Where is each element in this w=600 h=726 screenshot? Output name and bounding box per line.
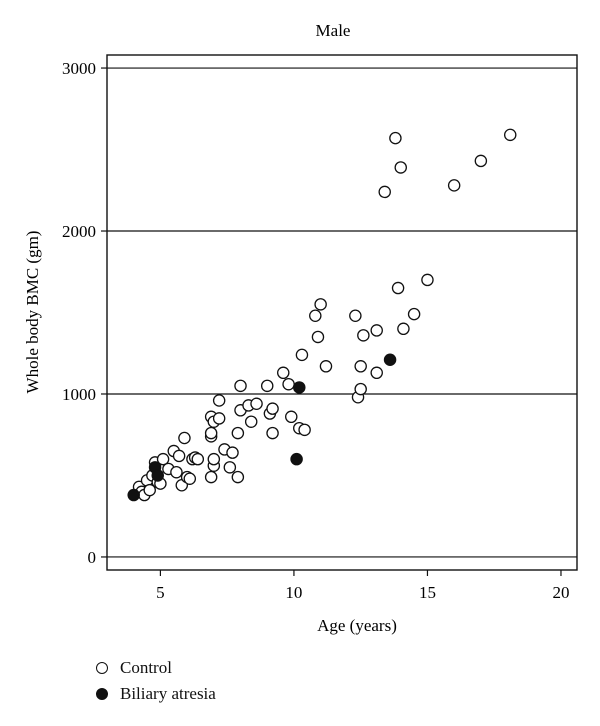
- legend-label-biliary-atresia: Biliary atresia: [120, 684, 216, 703]
- control-point: [354, 360, 367, 373]
- y-axis-label: Whole body BMC (gm): [23, 231, 42, 394]
- control-point: [447, 179, 461, 192]
- control-point: [226, 446, 239, 459]
- data-points: [127, 128, 517, 502]
- control-point: [295, 348, 309, 362]
- control-point: [391, 281, 405, 295]
- control-point: [172, 449, 186, 463]
- control-point: [298, 423, 311, 437]
- control-point: [244, 415, 258, 428]
- y-tick-label: 2000: [62, 222, 96, 241]
- control-point: [354, 382, 367, 396]
- y-tick-label: 1000: [62, 385, 96, 404]
- control-point: [285, 410, 298, 424]
- control-point: [212, 412, 226, 425]
- y-tick-label: 3000: [62, 59, 96, 78]
- control-point: [212, 394, 226, 407]
- biliary-atresia-point: [293, 381, 306, 394]
- control-point: [397, 322, 410, 336]
- control-point: [503, 128, 517, 142]
- biliary-atresia-point: [127, 488, 140, 502]
- control-point: [250, 397, 263, 411]
- legend-label-control: Control: [120, 658, 172, 677]
- control-point: [421, 273, 434, 287]
- plot-area: [106, 54, 578, 571]
- control-point: [389, 131, 402, 145]
- y-tick-label: 0: [88, 548, 97, 567]
- control-point: [207, 452, 221, 466]
- control-point: [319, 360, 333, 373]
- legend: Control Biliary atresia: [96, 655, 216, 707]
- control-point: [311, 330, 325, 344]
- biliary-atresia-point: [151, 469, 164, 482]
- control-point: [143, 483, 156, 497]
- control-point: [370, 324, 383, 337]
- control-point: [156, 452, 170, 466]
- x-axis-label: Age (years): [317, 616, 397, 635]
- control-point: [178, 431, 191, 445]
- control-point: [223, 461, 237, 474]
- filled-circle-icon: [96, 688, 108, 700]
- control-point: [260, 379, 274, 393]
- legend-item-biliary-atresia: Biliary atresia: [96, 681, 216, 707]
- control-point: [349, 309, 362, 323]
- biliary-atresia-point: [383, 353, 397, 367]
- control-point: [314, 298, 327, 311]
- control-point: [183, 472, 197, 485]
- control-point: [394, 161, 407, 174]
- control-point: [204, 470, 218, 484]
- control-point: [370, 366, 383, 380]
- gridlines: [107, 67, 577, 558]
- control-point: [191, 452, 205, 466]
- x-tick-label: 5: [156, 583, 165, 602]
- x-tick-label: 15: [419, 583, 436, 602]
- control-point: [407, 307, 421, 321]
- control-point: [309, 309, 322, 323]
- control-point: [266, 426, 279, 440]
- control-point: [231, 426, 245, 440]
- biliary-atresia-point: [290, 452, 303, 466]
- chart-title: Male: [316, 21, 351, 40]
- control-point: [282, 377, 295, 391]
- control-point: [170, 465, 183, 479]
- axis-ticks: 0 1000 2000 3000 5 10 15 20: [62, 59, 569, 602]
- control-point: [234, 379, 247, 393]
- x-tick-label: 10: [285, 583, 302, 602]
- control-point: [204, 426, 218, 440]
- open-circle-icon: [96, 662, 108, 674]
- x-tick-label: 20: [552, 583, 569, 602]
- control-point: [266, 402, 279, 415]
- control-point: [378, 185, 391, 199]
- control-point: [276, 366, 290, 380]
- legend-item-control: Control: [96, 655, 216, 681]
- control-point: [474, 154, 488, 168]
- control-point: [357, 329, 370, 342]
- control-point: [231, 470, 245, 484]
